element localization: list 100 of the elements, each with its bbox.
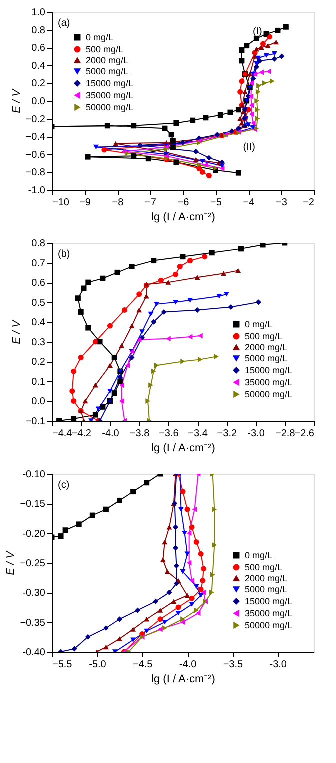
- y-tick-label: 0.5: [32, 298, 46, 309]
- y-tick-label: -0.30: [22, 588, 46, 600]
- x-tick-label: −4.2: [72, 428, 92, 440]
- legend-label: 15000 mg/L: [86, 78, 134, 88]
- legend-label: 5000 mg/L: [245, 354, 288, 364]
- y-tick-label: 0.6: [32, 278, 46, 290]
- point: [189, 596, 195, 602]
- point: [198, 586, 204, 592]
- point: [154, 302, 160, 307]
- point: [180, 489, 186, 495]
- y-tick-label: 0.1: [32, 376, 46, 388]
- y-tick-label: −0.4: [26, 132, 46, 144]
- point: [256, 300, 262, 306]
- point: [117, 498, 122, 504]
- x-tick-label: −4: [243, 198, 256, 208]
- legend-label: 0 mg/L: [86, 32, 114, 42]
- x-tick-label: −3.4: [188, 428, 208, 440]
- point: [174, 563, 180, 569]
- point: [192, 506, 198, 512]
- point: [100, 404, 106, 410]
- y-tick-label: 0.2: [32, 357, 46, 368]
- y-tick-label: -1.0: [28, 186, 46, 196]
- point: [202, 254, 208, 260]
- point: [129, 324, 135, 328]
- legend-label: 5000 mg/L: [245, 584, 288, 594]
- y-tick-label: −0.15: [20, 499, 46, 510]
- y-tick-label: 0.4: [32, 318, 46, 329]
- point: [81, 286, 87, 292]
- legend-label: 500 mg/L: [86, 44, 124, 54]
- y-tick-label: -0.40: [22, 648, 46, 658]
- y-tick-label: 0.3: [32, 337, 46, 348]
- point: [180, 358, 186, 364]
- point: [72, 646, 78, 652]
- legend-label: 50000 mg/L: [86, 102, 134, 112]
- x-tick-label: −4.4: [52, 428, 73, 440]
- point: [184, 506, 190, 512]
- point: [166, 525, 172, 530]
- legend-label: 50000 mg/L: [245, 620, 293, 630]
- point: [221, 271, 226, 276]
- point: [173, 524, 179, 530]
- y-tick-label: −0.25: [20, 558, 46, 570]
- point: [118, 378, 124, 384]
- y-tick-label: 0.2: [32, 78, 46, 90]
- point: [178, 507, 184, 512]
- point: [122, 308, 128, 313]
- x-tick-label: −2: [303, 198, 315, 208]
- point: [100, 276, 106, 282]
- x-tick-label: −9: [80, 198, 92, 208]
- point: [194, 275, 200, 280]
- point: [173, 545, 179, 551]
- point: [209, 250, 215, 256]
- x-tick-label: −3.2: [217, 428, 238, 440]
- legend-label: 2000 mg/L: [245, 342, 288, 352]
- y-tick-label: 0.0: [32, 396, 46, 408]
- x-tick-label: −5: [210, 198, 222, 208]
- point: [194, 308, 200, 313]
- point: [107, 323, 113, 329]
- point: [130, 638, 136, 643]
- point: [216, 294, 222, 299]
- point: [188, 258, 194, 264]
- point: [224, 292, 230, 297]
- legend-label: 15000 mg/L: [245, 596, 293, 606]
- point: [166, 280, 172, 285]
- legend-label: 2000 mg/L: [86, 56, 129, 66]
- x-tick-label: −8: [112, 198, 124, 208]
- x-axis-title: lg (I / A·cm⁻²): [152, 442, 216, 454]
- point: [158, 278, 164, 284]
- x-axis-title: lg (I / A·cm⁻²): [152, 674, 216, 686]
- point: [62, 528, 68, 534]
- point: [182, 530, 188, 536]
- y-tick-label: −0.6: [26, 150, 46, 161]
- point: [82, 398, 88, 404]
- y-tick-label: −0.35: [20, 618, 46, 629]
- annotation: (a): [58, 18, 70, 29]
- point: [107, 363, 113, 368]
- point: [78, 354, 84, 360]
- x-tick-label: -4.0: [102, 428, 120, 440]
- x-tick-label: −2.6: [294, 428, 315, 440]
- point: [90, 512, 96, 518]
- point: [189, 602, 195, 607]
- point: [114, 270, 120, 276]
- point: [201, 566, 207, 572]
- x-tick-label: −7: [145, 198, 157, 208]
- point: [71, 368, 77, 374]
- point: [144, 480, 150, 486]
- y-tick-label: 0.0: [32, 96, 46, 108]
- y-axis-title: E / V: [5, 550, 18, 576]
- point: [201, 590, 206, 596]
- point: [210, 590, 214, 596]
- point: [136, 308, 142, 313]
- point: [176, 611, 182, 616]
- point: [162, 626, 168, 632]
- point: [146, 398, 150, 404]
- x-tick-label: -5.0: [89, 660, 107, 670]
- point: [103, 506, 109, 512]
- point: [180, 570, 186, 574]
- annotation: (b): [58, 249, 70, 260]
- annotation: (I): [252, 26, 262, 38]
- y-tick-label: 0.4: [32, 60, 46, 72]
- point: [158, 626, 163, 632]
